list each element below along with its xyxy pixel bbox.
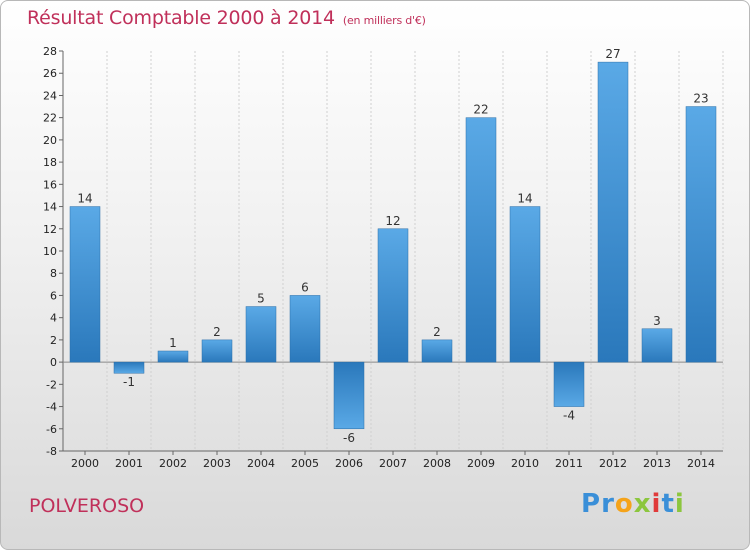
y-tick-label: -8 — [46, 445, 57, 458]
data-label: -6 — [343, 431, 355, 445]
data-label: 14 — [517, 192, 532, 206]
logo-letter: x — [633, 489, 652, 519]
chart-title: Résultat Comptable 2000 à 2014 (en millie… — [27, 7, 426, 29]
chart-subtitle: (en milliers d'€) — [342, 14, 426, 27]
x-tick-label: 2011 — [555, 457, 583, 470]
data-label: 23 — [693, 92, 708, 106]
bars — [69, 61, 717, 430]
x-tick-label: 2014 — [687, 457, 715, 470]
data-label: 14 — [77, 192, 92, 206]
bar — [333, 361, 365, 430]
y-tick-label: 12 — [43, 223, 57, 236]
bar — [157, 350, 189, 363]
bar — [421, 339, 453, 363]
commune-name: POLVEROSO — [29, 495, 145, 517]
bar — [685, 106, 717, 363]
bar — [641, 328, 673, 363]
logo-letter: P — [581, 489, 602, 519]
data-label: 1 — [169, 336, 177, 350]
y-tick-label: 4 — [50, 312, 57, 325]
y-tick-label: 0 — [50, 356, 57, 369]
data-label: 6 — [301, 280, 309, 294]
x-tick-label: 2009 — [467, 457, 495, 470]
data-label: 12 — [385, 214, 400, 228]
data-label: -4 — [563, 409, 575, 423]
x-tick-label: 2008 — [423, 457, 451, 470]
data-label: 22 — [473, 103, 488, 117]
y-tick-label: -4 — [46, 401, 57, 414]
data-label: 27 — [605, 47, 620, 61]
logo-letter: i — [651, 489, 662, 519]
data-label: -1 — [123, 375, 135, 389]
bar — [113, 361, 145, 374]
y-tick-label: 28 — [43, 45, 57, 58]
y-tick-label: 2 — [50, 334, 57, 347]
y-tick-label: 8 — [50, 267, 57, 280]
bar — [201, 339, 233, 363]
logo-letter: t — [661, 489, 675, 519]
logo-letter: o — [614, 489, 634, 519]
y-tick-label: 22 — [43, 112, 57, 125]
logo-letter: i — [674, 489, 685, 519]
y-tick-label: 24 — [43, 89, 57, 102]
y-tick-label: 18 — [43, 156, 57, 169]
y-tick-label: 14 — [43, 201, 57, 214]
data-label: 3 — [653, 314, 661, 328]
x-tick-label: 2013 — [643, 457, 671, 470]
y-tick-label: 10 — [43, 245, 57, 258]
bar — [509, 206, 541, 363]
logo-letter: r — [601, 489, 615, 519]
bar — [289, 295, 321, 363]
bar — [553, 361, 585, 407]
x-tick-label: 2005 — [291, 457, 319, 470]
labels: 2000 14 2001 -1 2002 1 2003 2 2004 5 2005 6 2006 -6 20… — [71, 47, 715, 470]
bar — [465, 117, 497, 363]
bar — [597, 61, 629, 363]
y-tick-label: 26 — [43, 67, 57, 80]
data-label: 2 — [213, 325, 221, 339]
x-tick-label: 2006 — [335, 457, 363, 470]
bar — [245, 306, 277, 363]
y-tick-label: -2 — [46, 378, 57, 391]
proxiti-logo: Proxiti — [581, 489, 685, 519]
chart-title-text: Résultat Comptable 2000 à 2014 — [27, 7, 335, 29]
y-tick-label: 20 — [43, 134, 57, 147]
y-tick-label: 16 — [43, 178, 57, 191]
grid-lines — [62, 51, 724, 451]
x-tick-label: 2000 — [71, 457, 99, 470]
x-tick-label: 2012 — [599, 457, 627, 470]
data-label: 5 — [257, 292, 265, 306]
x-tick-label: 2010 — [511, 457, 539, 470]
y-tick-label: 6 — [50, 289, 57, 302]
y-tick-label: -6 — [46, 423, 57, 436]
x-tick-label: 2007 — [379, 457, 407, 470]
bar — [69, 206, 101, 363]
x-tick-label: 2004 — [247, 457, 275, 470]
x-tick-label: 2001 — [115, 457, 143, 470]
bar — [377, 228, 409, 363]
x-tick-label: 2003 — [203, 457, 231, 470]
data-label: 2 — [433, 325, 441, 339]
x-tick-label: 2002 — [159, 457, 187, 470]
